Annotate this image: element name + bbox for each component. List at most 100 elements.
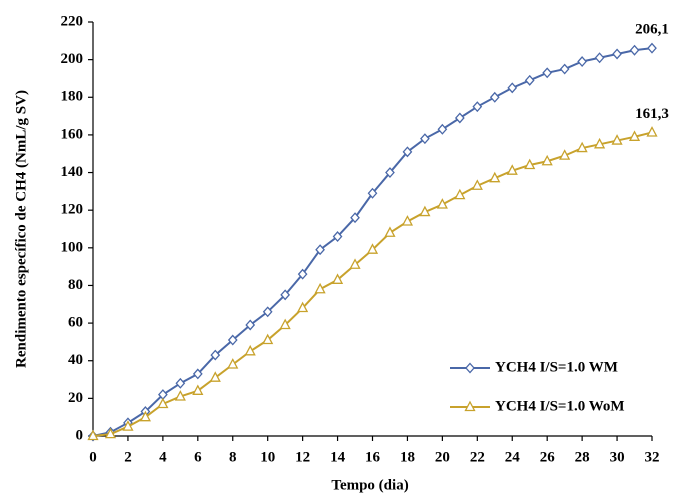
- marker: [506, 164, 518, 175]
- marker: [472, 101, 483, 113]
- x-tick-label: 24: [505, 449, 521, 465]
- y-tick-label: 140: [61, 164, 84, 180]
- data-label: 161,3: [635, 106, 669, 122]
- marker: [489, 171, 501, 183]
- marker: [541, 154, 553, 166]
- legend-marker: [464, 400, 476, 412]
- x-tick-label: 8: [229, 449, 237, 465]
- marker: [227, 334, 238, 346]
- legend-label: YCH4 I/S=1.0 WM: [495, 359, 618, 375]
- marker: [594, 52, 605, 64]
- marker: [471, 179, 483, 190]
- marker: [611, 134, 623, 145]
- marker: [245, 319, 256, 331]
- marker: [628, 130, 641, 141]
- marker: [297, 268, 308, 280]
- marker: [315, 244, 325, 256]
- marker: [454, 112, 465, 124]
- marker: [489, 91, 500, 103]
- marker: [594, 137, 606, 149]
- marker: [647, 42, 657, 54]
- marker: [192, 384, 204, 395]
- marker: [366, 243, 379, 254]
- x-tick-label: 14: [330, 449, 346, 465]
- legend-marker: [465, 362, 475, 374]
- series-line: [92, 131, 653, 437]
- marker: [332, 231, 343, 243]
- x-tick-label: 4: [159, 449, 167, 465]
- marker: [262, 333, 274, 345]
- x-tick-label: 16: [365, 449, 381, 465]
- marker: [524, 74, 535, 86]
- marker: [419, 205, 431, 217]
- series-line: [92, 47, 653, 437]
- marker: [227, 358, 239, 369]
- marker: [122, 420, 134, 431]
- marker: [192, 368, 203, 380]
- marker: [559, 63, 570, 75]
- marker: [629, 44, 640, 56]
- marker: [297, 301, 309, 313]
- y-axis-title: Rendimento específico de CH4 (NmL/g SV): [13, 90, 29, 368]
- x-tick-label: 10: [260, 449, 275, 465]
- x-axis-title: Tempo (dia): [331, 477, 408, 493]
- marker: [524, 158, 536, 170]
- x-tick-label: 26: [540, 449, 556, 465]
- marker: [280, 289, 291, 301]
- x-tick-label: 20: [435, 449, 450, 465]
- marker: [385, 167, 395, 179]
- marker: [507, 82, 518, 94]
- x-tick-label: 0: [89, 449, 97, 465]
- marker: [174, 390, 186, 401]
- marker: [139, 410, 151, 422]
- y-tick-label: 220: [61, 13, 84, 29]
- marker: [262, 306, 273, 318]
- marker: [87, 429, 99, 441]
- x-tick-label: 32: [645, 449, 660, 465]
- y-tick-label: 60: [68, 315, 83, 331]
- y-tick-label: 20: [68, 390, 83, 406]
- marker: [577, 56, 587, 67]
- y-tick-label: 100: [61, 239, 84, 255]
- y-tick-label: 0: [76, 427, 84, 443]
- data-label: 206,1: [635, 22, 669, 38]
- marker: [314, 282, 326, 294]
- x-tick-label: 30: [610, 449, 625, 465]
- marker: [210, 349, 221, 361]
- y-tick-label: 40: [68, 352, 83, 368]
- x-tick-label: 28: [575, 449, 590, 465]
- marker: [401, 215, 414, 226]
- marker: [331, 273, 344, 284]
- y-tick-label: 200: [61, 51, 84, 67]
- marker: [646, 126, 658, 137]
- marker: [350, 212, 360, 224]
- marker: [542, 67, 553, 79]
- legend-label: YCH4 I/S=1.0 WoM: [495, 398, 625, 414]
- marker: [420, 133, 430, 145]
- x-tick-label: 2: [124, 449, 132, 465]
- x-tick-label: 12: [295, 449, 310, 465]
- marker: [402, 146, 413, 158]
- marker: [384, 226, 396, 237]
- x-tick-label: 22: [470, 449, 485, 465]
- marker: [104, 427, 117, 439]
- y-tick-label: 80: [68, 277, 83, 293]
- marker: [436, 198, 448, 209]
- marker: [279, 318, 291, 330]
- marker: [454, 188, 466, 200]
- y-tick-label: 160: [61, 126, 84, 142]
- marker: [367, 187, 378, 199]
- marker: [576, 141, 588, 153]
- y-tick-label: 180: [61, 89, 84, 105]
- x-tick-label: 6: [194, 449, 202, 465]
- marker: [244, 344, 256, 356]
- marker: [349, 258, 361, 269]
- y-tick-label: 120: [61, 202, 84, 218]
- x-tick-label: 18: [400, 449, 415, 465]
- marker: [175, 377, 186, 389]
- marker: [157, 397, 169, 409]
- marker: [209, 371, 221, 382]
- marker: [559, 149, 571, 160]
- marker: [612, 48, 622, 60]
